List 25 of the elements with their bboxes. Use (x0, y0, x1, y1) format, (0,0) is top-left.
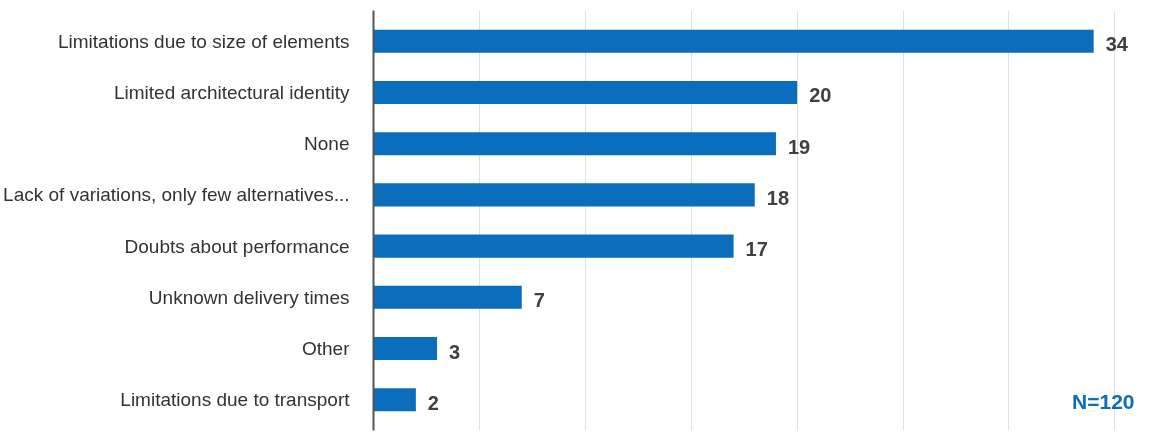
data-label: 17 (745, 238, 768, 261)
bar (373, 80, 798, 104)
y-tick-label: Unknown delivery times (148, 286, 350, 308)
bar (373, 29, 1094, 53)
y-tick-label: None (304, 133, 350, 155)
data-label: 3 (449, 340, 461, 363)
y-tick-label: Doubts about performance (124, 235, 350, 257)
bar (373, 234, 734, 258)
data-label: 18 (766, 186, 790, 209)
bar (373, 285, 522, 309)
bar (373, 337, 438, 361)
y-tick-label: Other (301, 338, 351, 360)
data-label: 19 (787, 135, 811, 158)
y-tick-label: Lack of variations, only few alternatives... (3, 184, 350, 206)
data-label: 2 (427, 391, 439, 414)
bar (373, 183, 755, 207)
y-tick-label: Limitations due to transport (120, 389, 351, 411)
y-tick-label: Limited architectural identity (114, 81, 350, 103)
bar (373, 388, 416, 412)
y-tick-label: Limitations due to size of elements (58, 30, 350, 52)
bar (373, 132, 776, 156)
data-label: 20 (809, 84, 832, 107)
data-label: 7 (533, 289, 545, 312)
data-label: 34 (1105, 33, 1129, 56)
annotation: N=120 (1072, 389, 1135, 413)
